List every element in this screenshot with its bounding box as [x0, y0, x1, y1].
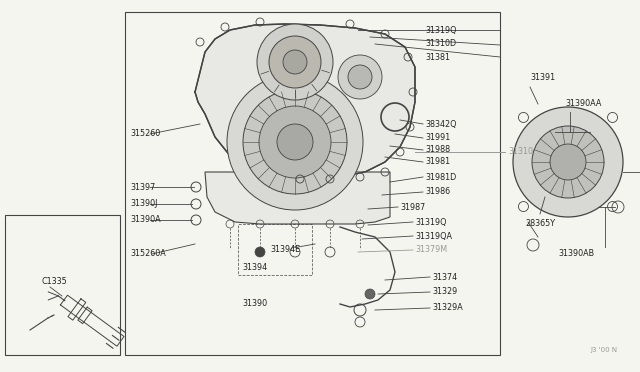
Circle shape — [283, 50, 307, 74]
Text: 31394E: 31394E — [270, 246, 300, 254]
Circle shape — [227, 74, 363, 210]
Text: 31319Q: 31319Q — [425, 26, 456, 35]
Text: 31391: 31391 — [530, 73, 555, 81]
Circle shape — [348, 65, 372, 89]
Circle shape — [255, 247, 265, 257]
Bar — [125, 12, 500, 355]
Text: 31329: 31329 — [432, 288, 457, 296]
Text: 28365Y: 28365Y — [525, 219, 555, 228]
Text: 31381: 31381 — [425, 52, 450, 61]
Circle shape — [259, 106, 331, 178]
Circle shape — [550, 144, 586, 180]
Text: 31987: 31987 — [400, 202, 425, 212]
Text: 31390: 31390 — [243, 299, 268, 308]
Circle shape — [243, 90, 347, 194]
Text: 31394: 31394 — [243, 263, 268, 272]
Text: 31390AB: 31390AB — [558, 250, 594, 259]
Text: 31319Q: 31319Q — [415, 218, 447, 227]
Circle shape — [277, 124, 313, 160]
Polygon shape — [195, 24, 415, 179]
Text: 31988: 31988 — [425, 145, 450, 154]
Text: 31374: 31374 — [432, 273, 457, 282]
Text: 31310D: 31310D — [425, 39, 456, 48]
Text: 31390A: 31390A — [130, 215, 161, 224]
Text: 315260: 315260 — [130, 129, 160, 138]
Text: 31390AA: 31390AA — [565, 99, 602, 109]
Text: 31986: 31986 — [425, 187, 450, 196]
Text: J3 '00 N: J3 '00 N — [590, 347, 617, 353]
Text: C1335: C1335 — [42, 278, 68, 286]
Circle shape — [513, 107, 623, 217]
Circle shape — [269, 36, 321, 88]
Circle shape — [257, 24, 333, 100]
Text: 31390J: 31390J — [130, 199, 157, 208]
Text: 38342Q: 38342Q — [425, 119, 456, 128]
Text: 31991: 31991 — [425, 134, 451, 142]
Text: 31981D: 31981D — [425, 173, 456, 182]
Text: 31310: 31310 — [508, 148, 533, 157]
Circle shape — [532, 126, 604, 198]
Text: 31981: 31981 — [425, 157, 450, 167]
Text: 31329A: 31329A — [432, 304, 463, 312]
Bar — [5, 215, 120, 355]
Circle shape — [365, 289, 375, 299]
Circle shape — [338, 55, 382, 99]
Text: 31379M: 31379M — [415, 246, 447, 254]
Text: 31319QA: 31319QA — [415, 231, 452, 241]
Polygon shape — [205, 172, 390, 224]
Text: 315260A: 315260A — [130, 250, 166, 259]
Text: 31397: 31397 — [130, 183, 156, 192]
